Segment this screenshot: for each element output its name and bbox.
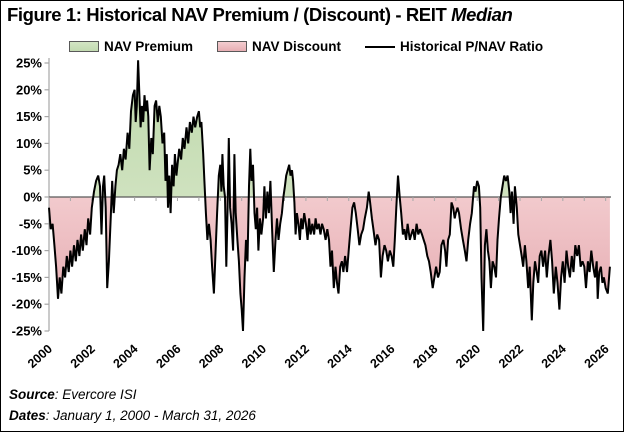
legend-item-nav-discount: NAV Discount [217,39,341,54]
y-axis-tick-label: 0% [23,190,42,205]
nav-premium-swatch-icon [69,41,99,52]
chart-legend: NAV Premium NAV Discount Historical P/NA… [69,39,543,54]
y-axis-tick-label: 20% [16,82,42,97]
nav-discount-area [49,197,610,331]
legend-label-nav-premium: NAV Premium [104,39,194,54]
x-axis-tick-label: 2014 [325,342,355,371]
nav-premium-area [49,60,610,197]
x-axis-tick-label: 2000 [25,342,55,371]
y-axis-tick-label: 5% [23,163,42,178]
x-axis-tick-label: 2026 [582,342,612,371]
y-axis-tick-label: -5% [19,216,43,231]
y-axis-tick-label: -25% [12,324,43,339]
chart-title-emphasis: Median [451,4,513,25]
y-axis-tick-label: 10% [16,136,42,151]
y-axis-tick-label: -15% [12,270,43,285]
y-axis-tick-label: 15% [16,109,42,124]
x-axis-tick-label: 2006 [153,342,183,371]
chart-title-text: Figure 1: Historical NAV Premium / (Disc… [7,4,452,25]
source-value: : Evercore ISI [54,387,137,402]
legend-item-pnav-line: Historical P/NAV Ratio [365,39,543,54]
y-axis-tick-label: -20% [12,297,43,312]
dates-value: : January 1, 2000 - March 31, 2026 [45,408,256,423]
x-axis-tick-label: 2016 [368,342,398,371]
line-sample-icon [365,45,396,48]
chart-footer: Source: Evercore ISI Dates: January 1, 2… [9,384,256,426]
dates-line: Dates: January 1, 2000 - March 31, 2026 [9,405,256,426]
x-axis-tick-label: 2022 [496,342,526,371]
x-axis-tick-label: 2008 [196,342,226,371]
legend-label-nav-discount: NAV Discount [252,39,342,54]
dates-label: Dates [9,408,46,423]
source-label: Source [9,387,55,402]
x-axis-tick-label: 2018 [410,342,440,371]
nav-discount-swatch-icon [217,41,248,52]
x-axis-tick-label: 2004 [111,342,141,371]
source-line: Source: Evercore ISI [9,384,256,405]
y-axis-tick-label: -10% [12,243,43,258]
legend-label-pnav-line: Historical P/NAV Ratio [400,39,544,54]
x-axis-tick-label: 2024 [539,342,569,371]
x-axis-tick-label: 2020 [453,342,483,371]
chart-title: Figure 1: Historical NAV Premium / (Disc… [7,4,619,26]
x-axis-tick-label: 2012 [282,342,312,371]
y-axis-tick-label: 25% [16,56,42,71]
x-axis-tick-label: 2002 [68,342,98,371]
pnav-ratio-line [48,60,611,332]
x-axis-tick-label: 2010 [239,342,269,371]
legend-item-nav-premium: NAV Premium [69,39,193,54]
